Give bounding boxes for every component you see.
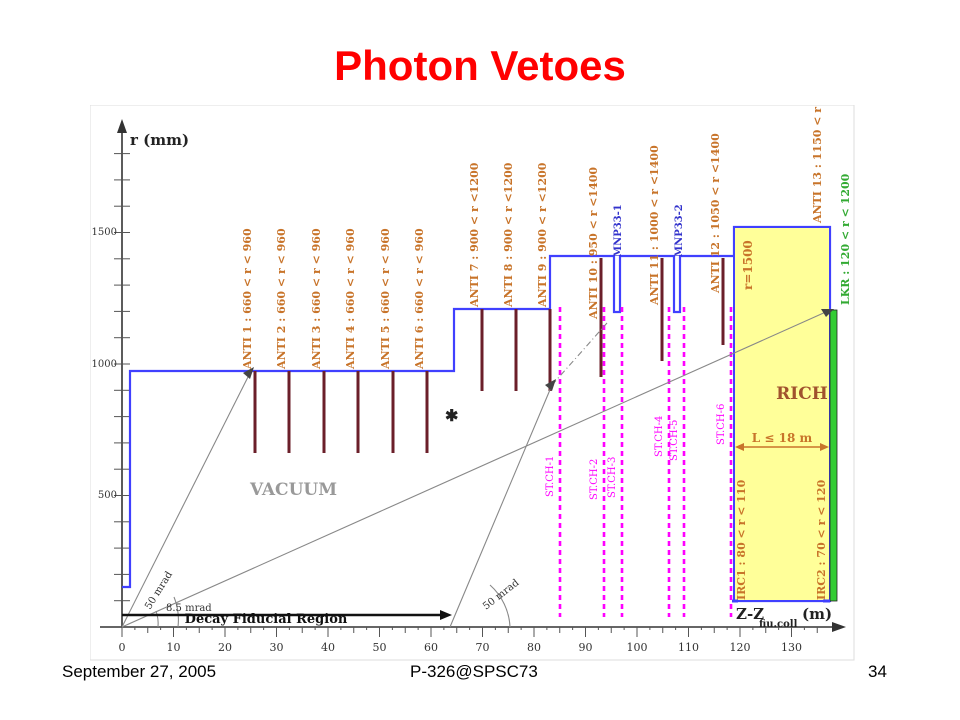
anti-label: ANTI 10 : 950 < r <1400	[587, 167, 600, 320]
magnet-1-label: MNP33-1	[613, 204, 624, 257]
z-axis-unit: (m)	[802, 605, 832, 623]
z-tick-label: 0	[119, 641, 126, 654]
r-axis-label: r (mm)	[130, 131, 189, 149]
anti-label: ANTI 7 : 900 < r <1200	[468, 162, 481, 308]
decay-region-label: Decay Fiducial Region	[185, 612, 348, 627]
figure-frame	[90, 105, 855, 661]
anti-label: ANTI 8 : 900 < r <1200	[502, 162, 515, 308]
z-tick-label: 90	[579, 641, 593, 654]
slide-title: Photon Vetoes	[334, 42, 626, 89]
z-axis-label: Z-Z	[736, 605, 764, 623]
rich-label: RICH	[776, 384, 828, 404]
angle-label-2: 8.5 mrad	[166, 603, 212, 614]
z-tick-label: 70	[476, 641, 490, 654]
r-tick-1500: 1500	[92, 227, 117, 238]
photon-veto-diagram: r (mm) 1500 1000 500 0 10 20 30 40 50 60 70 80 90…	[90, 105, 855, 661]
rich-length: L ≤ 18 m	[752, 431, 813, 445]
rich-radius: r=1500	[741, 240, 755, 290]
z-tick-label: 60	[424, 641, 438, 654]
r-tick-500: 500	[98, 490, 117, 501]
straw-label: ST.CH-4	[654, 416, 665, 457]
z-axis-subscript: fiu.coll	[759, 619, 798, 630]
page-number: 34	[868, 662, 887, 681]
anti-label: ANTI 1 : 660 < r < 960	[241, 228, 254, 370]
z-tick-label: 40	[321, 641, 335, 654]
footer-center: P-326@SPSC73	[410, 662, 538, 681]
magnet-2-label: MNP33-2	[674, 204, 685, 257]
anti-label: ANTI 11 : 1000 < r <1400	[648, 145, 661, 306]
straw-label: ST.CH-6	[716, 404, 727, 445]
anti-label: ANTI 4 : 660 < r < 960	[344, 228, 357, 370]
anti-label: ANTI 3 : 660 < r < 960	[310, 228, 323, 370]
lkr-calorimeter	[829, 309, 838, 602]
vacuum-label: VACUUM	[249, 480, 337, 500]
z-tick-label: 20	[218, 641, 232, 654]
anti-label: ANTI 13 : 1150 < r <1500	[811, 105, 824, 224]
straw-label: ST.CH-2	[589, 459, 600, 500]
irc1-label: IRC1 : 80 < r < 110	[735, 479, 748, 600]
z-axis: 0 10 20 30 40 50 60 70 80 90 100 110 120 130 Z-Z fiu.…	[100, 605, 846, 654]
straw-label: ST.CH-5	[669, 420, 680, 461]
footer-date: September 27, 2005	[62, 662, 217, 681]
rich-vessel	[733, 226, 831, 602]
straw-label: ST.CH-3	[607, 457, 618, 498]
irc2-label: IRC2 : 70 < r < 120	[815, 479, 828, 600]
r-tick-1000: 1000	[92, 359, 117, 370]
straw-label: ST.CH-1	[545, 456, 556, 497]
anti-vetoes: ANTI 1 : 660 < r < 960 ANTI 2 : 660 < r <…	[241, 105, 824, 453]
r-axis: r (mm) 1500 1000 500	[92, 119, 189, 628]
marker-glyph: ✱	[445, 406, 458, 425]
z-tick-label: 130	[781, 641, 802, 654]
lkr-label: LKR : 120 < r < 1200	[839, 173, 852, 305]
z-tick-label: 30	[270, 641, 284, 654]
anti-label: ANTI 5 : 660 < r < 960	[379, 228, 392, 370]
photon-rays	[121, 310, 829, 628]
anti-label: ANTI 9 : 900 < r <1200	[536, 162, 549, 308]
z-tick-label: 50	[373, 641, 387, 654]
straw-chambers: ST.CH-1 ST.CH-2 ST.CH-3 ST.CH-4 ST.CH-5 ST.CH…	[545, 307, 733, 617]
z-tick-label: 120	[730, 641, 751, 654]
anti-label: ANTI 12 : 1050 < r <1400	[709, 133, 722, 294]
anti-label: ANTI 6 : 660 < r < 960	[413, 228, 426, 370]
anti-label: ANTI 2 : 660 < r < 960	[275, 228, 288, 370]
z-tick-label: 10	[167, 641, 181, 654]
z-tick-label: 110	[678, 641, 699, 654]
z-tick-label: 80	[527, 641, 541, 654]
z-tick-label: 100	[627, 641, 648, 654]
